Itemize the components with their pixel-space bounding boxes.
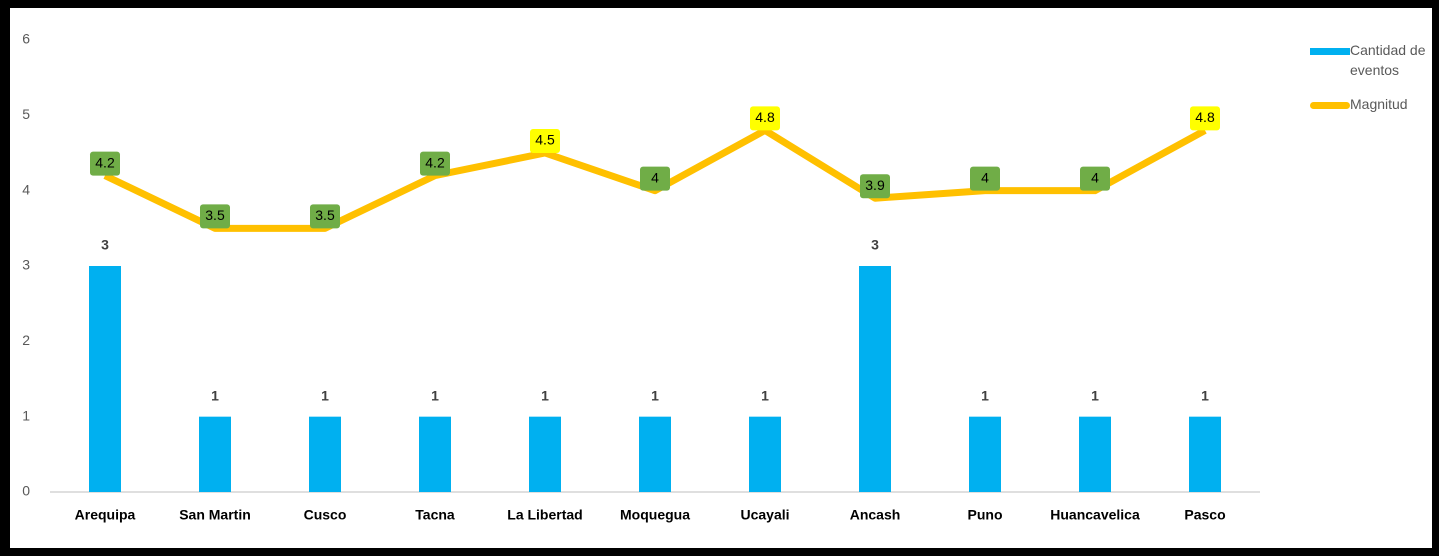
bar-value-label: 1 (541, 387, 549, 403)
line-value-label: 4.2 (95, 154, 115, 170)
y-tick-label: 0 (22, 483, 30, 499)
bar-value-label: 3 (871, 237, 879, 253)
line-value-label: 4.8 (755, 109, 775, 125)
data-label-box (1080, 166, 1110, 191)
line-value-label: 4.5 (535, 132, 555, 148)
line-value-label: 3.5 (315, 207, 335, 223)
bar (749, 416, 781, 492)
legend-item: Cantidad de eventos (1310, 40, 1435, 80)
bar-value-label: 1 (321, 387, 329, 403)
y-tick-label: 6 (22, 31, 30, 47)
x-tick-label: Ucayali (740, 507, 789, 523)
bar (199, 416, 231, 492)
x-tick-label: Arequipa (75, 507, 136, 523)
data-label-box (640, 166, 670, 191)
x-tick-label: Cusco (304, 507, 347, 523)
line-value-label: 4 (1091, 169, 1099, 185)
bar-value-label: 1 (1091, 387, 1099, 403)
bar (1079, 416, 1111, 492)
line-value-label: 4 (981, 169, 989, 185)
data-label-box (310, 204, 340, 229)
x-tick-label: La Libertad (507, 507, 582, 523)
legend-label: Cantidad de eventos (1350, 42, 1426, 78)
bar-value-label: 1 (761, 387, 769, 403)
x-tick-label: Pasco (1184, 507, 1225, 523)
bar (1189, 416, 1221, 492)
data-label-box (200, 204, 230, 229)
line-value-label: 4 (651, 169, 659, 185)
x-tick-label: Huancavelica (1050, 507, 1140, 523)
data-label-box (750, 106, 780, 131)
bar-value-label: 1 (211, 387, 219, 403)
legend-swatch (1310, 102, 1350, 109)
bar (859, 266, 891, 492)
bar (419, 416, 451, 492)
y-tick-label: 1 (22, 407, 30, 423)
data-label-box (1190, 106, 1220, 131)
legend-label: Magnitud (1350, 96, 1408, 112)
bar-value-label: 1 (431, 387, 439, 403)
y-tick-label: 5 (22, 106, 30, 122)
x-tick-label: Ancash (850, 507, 901, 523)
y-tick-label: 3 (22, 257, 30, 273)
bar (89, 266, 121, 492)
x-tick-label: San Martin (179, 507, 251, 523)
bar-value-label: 3 (101, 237, 109, 253)
bar (639, 416, 671, 492)
bar-value-label: 1 (1201, 387, 1209, 403)
x-tick-label: Tacna (415, 507, 455, 523)
line-value-label: 3.5 (205, 207, 225, 223)
y-tick-label: 4 (22, 181, 30, 197)
data-label-box (530, 129, 560, 153)
data-label-box (90, 151, 120, 176)
legend-item: Magnitud (1310, 94, 1435, 114)
data-label-box (860, 174, 890, 199)
bar (529, 416, 561, 492)
bar (309, 416, 341, 492)
x-tick-label: Puno (968, 507, 1003, 523)
bar (969, 416, 1001, 492)
legend-swatch (1310, 48, 1350, 55)
x-tick-label: Moquegua (620, 507, 690, 523)
bar-value-label: 1 (981, 387, 989, 403)
line-value-label: 4.2 (425, 154, 445, 170)
bar-value-label: 1 (651, 387, 659, 403)
line-value-label: 4.8 (1195, 109, 1215, 125)
y-tick-label: 2 (22, 332, 30, 348)
line-value-label: 3.9 (865, 177, 885, 193)
data-label-box (420, 151, 450, 176)
data-label-box (970, 166, 1000, 191)
legend: Cantidad de eventos Magnitud (1310, 40, 1435, 128)
